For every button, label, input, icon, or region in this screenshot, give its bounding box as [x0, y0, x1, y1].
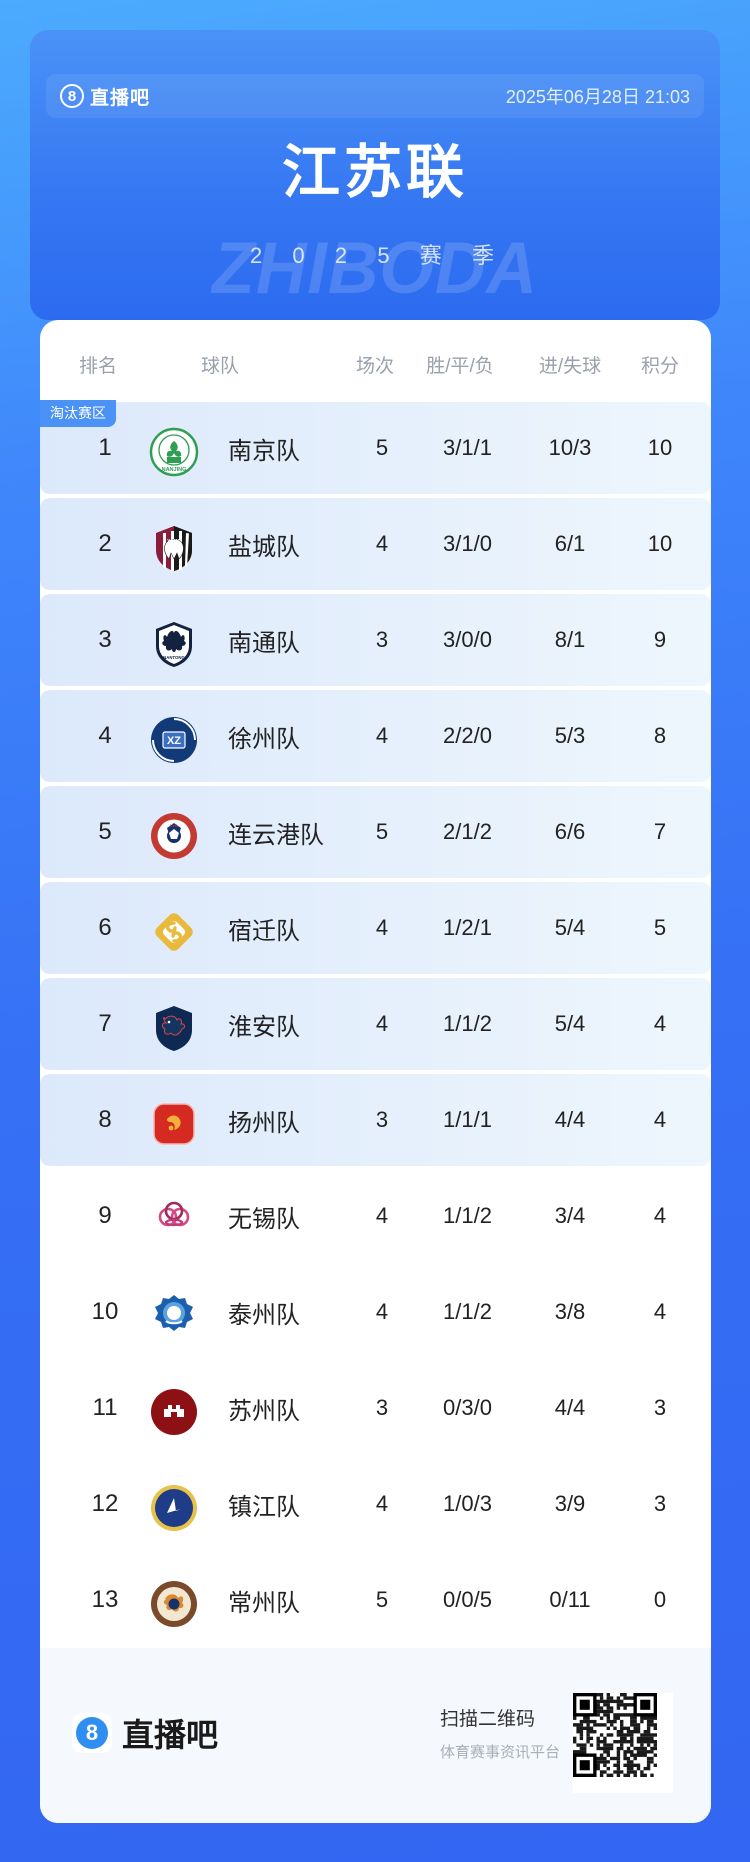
svg-text:NANTONG: NANTONG [163, 655, 185, 660]
svg-text:NANJING: NANJING [162, 467, 187, 473]
svg-text:XZ: XZ [167, 735, 181, 747]
svg-text:LYG: LYG [170, 823, 178, 828]
svg-text:YAHC: YAHC [167, 539, 181, 545]
